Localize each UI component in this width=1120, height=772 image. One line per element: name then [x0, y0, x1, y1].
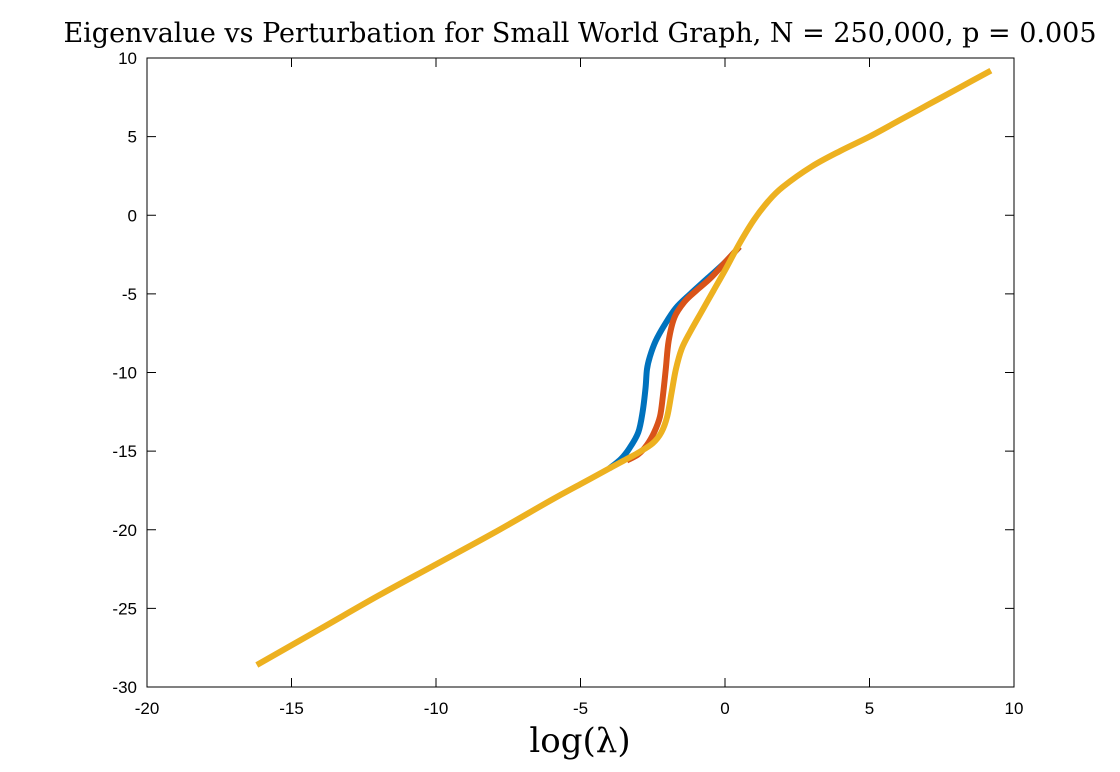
chart-title: Eigenvalue vs Perturbation for Small Wor… [63, 18, 1096, 49]
y-tick-label: 5 [128, 128, 137, 147]
y-tick-label: -20 [112, 521, 137, 540]
y-tick-label: 0 [128, 206, 137, 225]
axis-ticks: -20 -15 -10 -5 0 5 10 10 5 0 -5 -10 -15 -20 -25 -30 [112, 49, 1023, 718]
series-lines [255, 67, 993, 668]
series-line-3 [255, 67, 993, 668]
x-tick-label: -5 [573, 699, 588, 718]
x-tick-label: -10 [424, 699, 449, 718]
plot-area-frame [146, 57, 1015, 688]
x-tick-label: -15 [279, 699, 304, 718]
y-tick-label: -5 [122, 285, 137, 304]
x-tick-label: 0 [720, 699, 729, 718]
y-tick-label: -10 [112, 364, 137, 383]
y-tick-label: -30 [112, 678, 137, 697]
x-axis-label: log(λ) [529, 721, 630, 761]
x-tick-label: 10 [1005, 699, 1024, 718]
x-tick-label: -20 [135, 699, 160, 718]
y-tick-label: -25 [112, 599, 137, 618]
x-tick-label: 5 [865, 699, 874, 718]
y-tick-label: 10 [118, 49, 137, 68]
y-tick-label: -15 [112, 442, 137, 461]
